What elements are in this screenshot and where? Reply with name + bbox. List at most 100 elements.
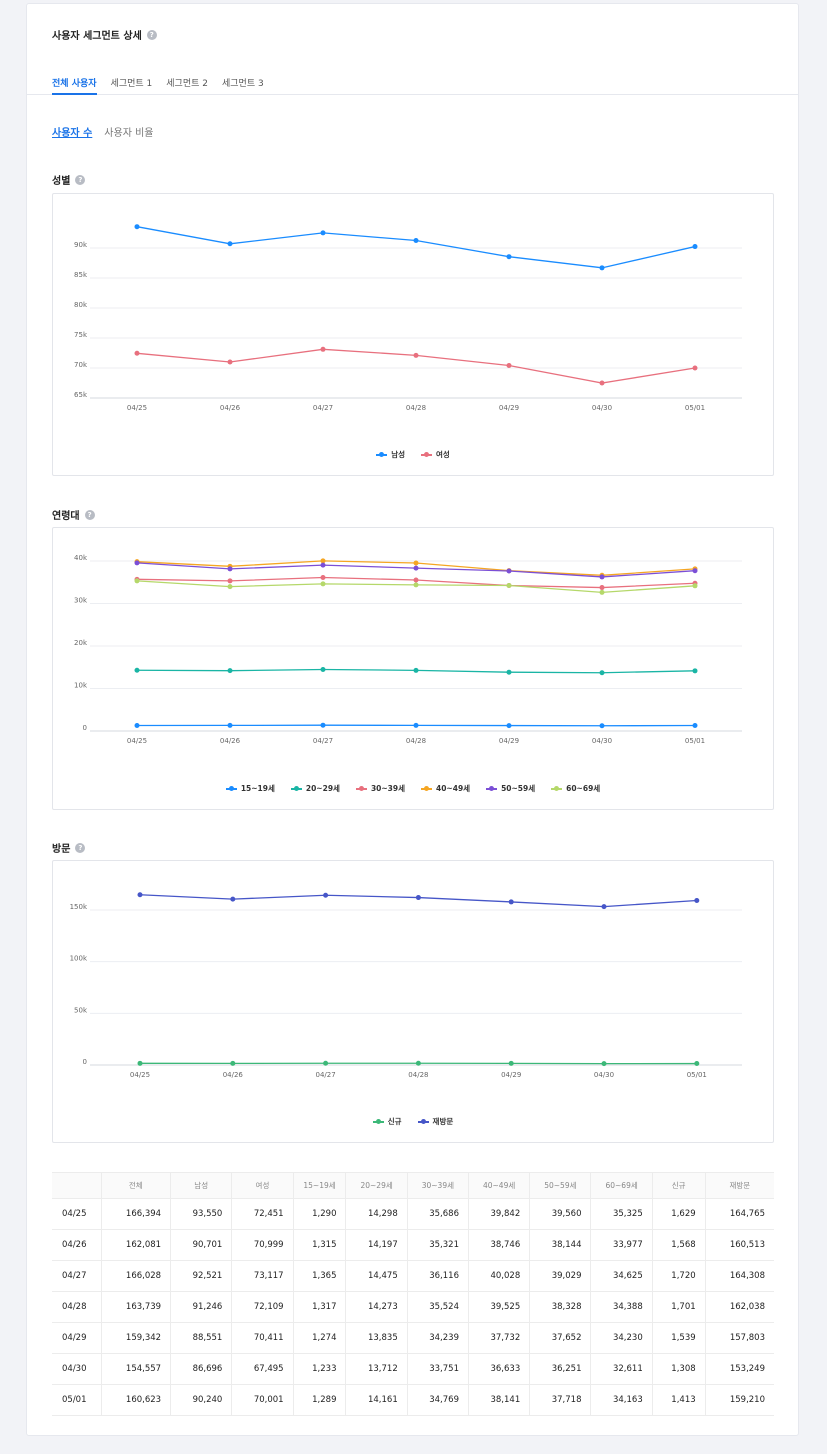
data-point[interactable] [134,723,140,729]
tab-user-ratio[interactable]: 사용자 비율 [104,128,154,139]
legend-item[interactable]: 신규 [372,1116,402,1127]
data-point[interactable] [323,1060,329,1066]
data-point[interactable] [413,722,419,728]
data-point[interactable] [599,585,605,591]
data-point[interactable] [413,352,419,358]
legend-item[interactable]: 60~69세 [551,783,600,794]
data-point[interactable] [413,667,419,673]
data-point[interactable] [692,583,698,589]
date-cell: 04/29 [52,1322,102,1354]
legend-item[interactable]: 재방문 [417,1116,453,1127]
data-point[interactable] [506,583,512,589]
legend-item[interactable]: 30~39세 [355,783,405,794]
data-point[interactable] [599,380,605,386]
legend-item[interactable]: 여성 [421,449,450,460]
data-point[interactable] [508,899,514,905]
data-point[interactable] [694,1061,700,1067]
data-point[interactable] [599,574,605,580]
data-point[interactable] [320,575,326,581]
data-point[interactable] [134,560,140,566]
y-tick-label: 150k [70,903,88,911]
tab-user-count[interactable]: 사용자 수 [52,128,93,139]
data-point[interactable] [694,897,700,903]
data-point[interactable] [230,896,236,902]
data-point[interactable] [599,265,605,271]
data-point[interactable] [415,1060,421,1066]
data-point[interactable] [506,568,512,574]
help-icon[interactable]: ? [84,509,95,520]
data-point[interactable] [413,582,419,588]
value-cell: 92,521 [170,1260,233,1292]
legend-item[interactable]: 남성 [376,449,405,460]
data-point[interactable] [227,359,233,365]
data-point[interactable] [506,363,512,369]
legend-marker-icon [421,451,432,457]
data-point[interactable] [692,723,698,729]
data-point[interactable] [227,668,233,674]
data-point[interactable] [413,577,419,583]
data-point[interactable] [320,230,326,236]
page-title: 사용자 세그먼트 상세? [52,27,157,42]
value-cell: 39,029 [529,1260,592,1292]
tab-segment-2[interactable]: 세그먼트 2 [166,79,208,89]
tab-segment-1[interactable]: 세그먼트 1 [110,79,153,89]
data-point[interactable] [601,904,607,910]
data-point[interactable] [320,562,326,568]
legend-item[interactable]: 50~59세 [486,783,535,794]
y-tick-label: 30k [74,597,88,605]
data-point[interactable] [320,558,326,564]
data-point[interactable] [134,578,140,584]
help-icon[interactable]: ? [75,174,86,185]
help-icon[interactable]: ? [75,842,86,853]
data-point[interactable] [599,589,605,595]
data-point[interactable] [320,346,326,352]
data-point[interactable] [323,892,329,898]
data-point[interactable] [508,1060,514,1066]
data-point[interactable] [413,565,419,571]
legend-item[interactable]: 20~29세 [290,783,340,794]
value-cell: 1,539 [652,1322,706,1354]
x-tick-label: 04/30 [594,1071,614,1079]
column-header [52,1172,102,1199]
data-point[interactable] [227,722,233,728]
data-point[interactable] [506,254,512,260]
data-point[interactable] [134,224,140,230]
data-point[interactable] [506,723,512,729]
data-point[interactable] [415,895,421,901]
column-header: 60~69세 [590,1172,653,1199]
data-point[interactable] [599,723,605,729]
legend-item[interactable]: 15~19세 [225,783,275,794]
data-point[interactable] [227,241,233,247]
legend-marker-icon [376,451,388,457]
legend-label: 15~19세 [240,784,275,793]
data-point[interactable] [692,244,698,250]
data-point[interactable] [137,892,143,898]
help-icon[interactable]: ? [146,29,157,40]
tab-all-users[interactable]: 전체 사용자 [52,70,97,95]
x-tick-label: 04/26 [223,1071,244,1079]
data-point[interactable] [230,1060,236,1066]
data-point[interactable] [413,560,419,566]
data-point[interactable] [599,670,605,676]
data-point[interactable] [134,667,140,673]
legend-label: 50~59세 [501,784,536,793]
data-point[interactable] [137,1060,143,1066]
data-point[interactable] [692,568,698,574]
data-point[interactable] [320,666,326,672]
data-point[interactable] [692,668,698,674]
data-point[interactable] [320,581,326,587]
legend-marker-icon [421,785,432,791]
data-point[interactable] [134,350,140,356]
data-point[interactable] [601,1061,607,1067]
data-point[interactable] [692,365,698,371]
tab-segment-3[interactable]: 세그먼트 3 [221,79,264,89]
age-chart: 0 10k 20k 30k 40k 04/25 04/26 04/27 04/28 04/29 04… [52,527,774,810]
data-point[interactable] [506,669,512,675]
legend-item[interactable]: 40~49세 [421,783,470,794]
data-point[interactable] [227,584,233,590]
data-point[interactable] [227,566,233,572]
value-cell: 38,141 [468,1384,531,1416]
data-point[interactable] [413,238,419,244]
data-point[interactable] [320,722,326,728]
data-point[interactable] [227,578,233,584]
